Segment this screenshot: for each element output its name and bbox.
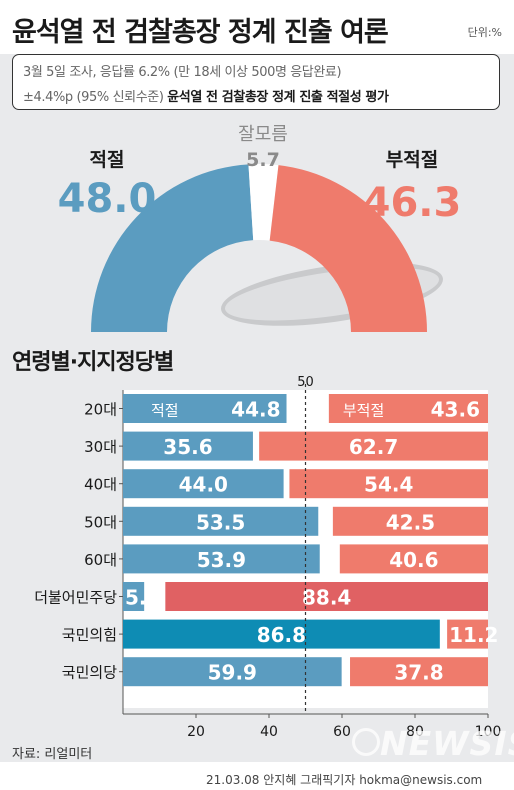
bar-inappropriate xyxy=(447,619,488,649)
series-label-inappropriate: 부적절 xyxy=(343,402,384,420)
x-tick-label: 80 xyxy=(406,724,424,740)
value-label-inappropriate: 37.8 xyxy=(394,661,443,685)
bar-inappropriate xyxy=(332,506,488,536)
x-tick-label: 20 xyxy=(187,724,205,740)
value-label-inappropriate: 40.6 xyxy=(389,548,438,572)
value-label-appropriate: 44.0 xyxy=(179,473,228,497)
gauge-arc-unsure xyxy=(248,164,279,241)
credit-line: 21.03.08 안지혜 그래픽기자 hokma@newsis.com xyxy=(206,773,483,787)
source-label: 자료: 리얼미터 xyxy=(12,747,93,762)
newsis-watermark: NEWSIS xyxy=(380,724,514,763)
category-label: 60대 xyxy=(84,551,117,569)
value-label-appropriate: 53.9 xyxy=(197,548,246,572)
title-row: 윤석열 전 검찰총장 정계 진출 여론 단위:% xyxy=(0,0,514,54)
category-label: 40대 xyxy=(84,476,117,494)
value-label-appropriate: 86.8 xyxy=(257,623,306,647)
value-label-inappropriate: 42.5 xyxy=(386,510,435,534)
category-label: 더불어민주당 xyxy=(34,589,117,607)
gauge-label-unsure: 잘모름 xyxy=(238,124,288,145)
survey-margin: ±4.4%p (95% 신뢰수준) xyxy=(23,90,164,105)
gauge-label-appropriate: 적절 xyxy=(90,149,125,171)
x-tick-label: 60 xyxy=(333,724,351,740)
bar-appropriate xyxy=(123,506,319,536)
gauge-value-appropriate: 48.0 xyxy=(58,176,157,222)
bar-appropriate xyxy=(123,431,253,461)
survey-method: 3월 5일 조사, 응답률 6.2% (만 18세 이상 500명 응답완료) xyxy=(23,65,342,80)
survey-topic: 윤석열 전 검찰총장 정계 진출 적절성 평가 xyxy=(167,90,389,105)
value-label-appropriate: 44.8 xyxy=(231,398,280,422)
bar-appropriate xyxy=(123,469,284,499)
value-label-inappropriate: 11.2 xyxy=(449,623,498,647)
value-label-appropriate: 53.5 xyxy=(196,510,245,534)
category-label: 30대 xyxy=(84,438,117,456)
bar-appropriate xyxy=(123,619,440,649)
bar-inappropriate xyxy=(339,544,488,574)
series-label-appropriate: 적절 xyxy=(151,402,179,420)
survey-margin-line: ±4.4%p (95% 신뢰수준) 윤석열 전 검찰총장 정계 진출 적절성 평… xyxy=(23,86,389,105)
value-label-appropriate: 35.6 xyxy=(163,435,212,459)
bar-inappropriate xyxy=(165,582,488,611)
gauge-value-inappropriate: 46.3 xyxy=(363,180,462,226)
overall-gauge-chart: 적절 48.0 잘모름 5.7 부적절 46.3 xyxy=(58,124,462,332)
page-title: 윤석열 전 검찰총장 정계 진출 여론 xyxy=(12,17,389,48)
breakdown-title: 연령별·지지정당별 xyxy=(12,350,174,375)
gauge-value-unsure: 5.7 xyxy=(246,149,280,171)
x-tick-label: 40 xyxy=(260,724,278,740)
survey-info-box: 3월 5일 조사, 응답률 6.2% (만 18세 이상 500명 응답완료) … xyxy=(12,54,500,110)
gauge-label-inappropriate: 부적절 xyxy=(386,149,438,171)
gauge-arc-inappropriate xyxy=(269,165,427,332)
breakdown-bar-chart: 20대 44.8 43.6 30대 35.6 62.7 40대 44.0 54.4 50대 53.5… xyxy=(34,375,502,740)
value-label-inappropriate: 62.7 xyxy=(349,435,398,459)
reference-line-label: 50 xyxy=(297,375,314,390)
value-label-inappropriate: 88.4 xyxy=(302,586,351,610)
newsis-logo-icon xyxy=(352,728,380,756)
value-label-inappropriate: 54.4 xyxy=(364,473,413,497)
category-label: 20대 xyxy=(84,401,117,419)
bar-appropriate xyxy=(123,394,287,423)
category-label: 50대 xyxy=(84,513,117,531)
category-label: 국민의당 xyxy=(62,664,117,682)
category-label: 국민의힘 xyxy=(62,626,117,644)
credit-strip xyxy=(0,762,514,790)
bar-inappropriate xyxy=(350,657,488,687)
value-label-appropriate: 5.8 xyxy=(125,586,160,610)
x-tick-label: 100 xyxy=(475,724,502,740)
bar-appropriate xyxy=(123,582,145,611)
gauge-arc-appropriate xyxy=(91,164,254,332)
bar-inappropriate xyxy=(328,394,488,423)
bar-inappropriate xyxy=(259,431,488,461)
bar-inappropriate xyxy=(289,469,488,499)
value-label-appropriate: 59.9 xyxy=(208,661,257,685)
unit-label: 단위:% xyxy=(467,26,502,39)
value-label-inappropriate: 43.6 xyxy=(431,398,480,422)
bar-appropriate xyxy=(123,544,320,574)
